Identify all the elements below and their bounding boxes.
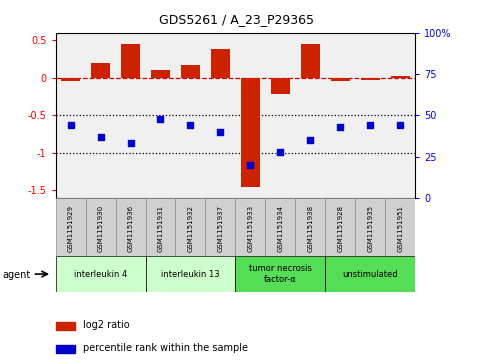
Point bbox=[367, 122, 374, 128]
Bar bbox=[236, 256, 326, 292]
Bar bbox=[301, 44, 320, 78]
Text: percentile rank within the sample: percentile rank within the sample bbox=[83, 343, 248, 353]
Bar bbox=[175, 198, 205, 256]
Text: GSM1151933: GSM1151933 bbox=[247, 205, 254, 252]
Bar bbox=[145, 256, 236, 292]
Point bbox=[156, 116, 164, 122]
Bar bbox=[266, 198, 296, 256]
Bar bbox=[56, 256, 145, 292]
Text: interleukin 13: interleukin 13 bbox=[161, 270, 220, 278]
Bar bbox=[331, 78, 350, 81]
Bar bbox=[205, 198, 236, 256]
Bar bbox=[151, 70, 170, 78]
Point bbox=[337, 124, 344, 130]
Point bbox=[67, 122, 74, 128]
Text: agent: agent bbox=[2, 270, 30, 280]
Point bbox=[307, 137, 314, 143]
Text: GSM1151936: GSM1151936 bbox=[128, 205, 133, 252]
Text: interleukin 4: interleukin 4 bbox=[74, 270, 127, 278]
Text: GSM1151932: GSM1151932 bbox=[187, 205, 194, 252]
Bar bbox=[326, 198, 355, 256]
Text: GSM1151934: GSM1151934 bbox=[277, 205, 284, 252]
Point bbox=[277, 149, 284, 155]
Bar bbox=[385, 198, 415, 256]
Bar bbox=[211, 49, 230, 78]
Bar bbox=[241, 78, 260, 187]
Point bbox=[127, 140, 134, 146]
Bar bbox=[56, 322, 75, 330]
Bar bbox=[56, 345, 75, 353]
Bar bbox=[326, 256, 415, 292]
Bar bbox=[145, 198, 175, 256]
Text: GSM1151938: GSM1151938 bbox=[307, 205, 313, 252]
Text: GSM1151929: GSM1151929 bbox=[68, 205, 73, 252]
Bar bbox=[236, 198, 266, 256]
Bar bbox=[391, 76, 410, 78]
Text: GSM1151928: GSM1151928 bbox=[338, 205, 343, 252]
Bar bbox=[270, 78, 290, 94]
Bar bbox=[115, 198, 145, 256]
Bar bbox=[121, 44, 140, 78]
Text: GSM1151937: GSM1151937 bbox=[217, 205, 224, 252]
Point bbox=[97, 134, 104, 140]
Text: unstimulated: unstimulated bbox=[342, 270, 398, 278]
Point bbox=[186, 122, 194, 128]
Text: GSM1151935: GSM1151935 bbox=[368, 205, 373, 252]
Bar bbox=[361, 78, 380, 80]
Bar bbox=[56, 198, 85, 256]
Bar bbox=[91, 63, 110, 78]
Point bbox=[397, 122, 404, 128]
Text: log2 ratio: log2 ratio bbox=[83, 320, 130, 330]
Text: GDS5261 / A_23_P29365: GDS5261 / A_23_P29365 bbox=[159, 13, 314, 26]
Text: GSM1151930: GSM1151930 bbox=[98, 205, 103, 252]
Point bbox=[247, 162, 255, 168]
Point bbox=[216, 129, 224, 135]
Bar bbox=[355, 198, 385, 256]
Text: GSM1151931: GSM1151931 bbox=[157, 205, 164, 252]
Text: GSM1151951: GSM1151951 bbox=[398, 205, 403, 252]
Bar bbox=[296, 198, 326, 256]
Bar bbox=[61, 78, 80, 81]
Text: tumor necrosis
factor-α: tumor necrosis factor-α bbox=[249, 264, 312, 284]
Bar bbox=[85, 198, 115, 256]
Bar bbox=[181, 65, 200, 78]
